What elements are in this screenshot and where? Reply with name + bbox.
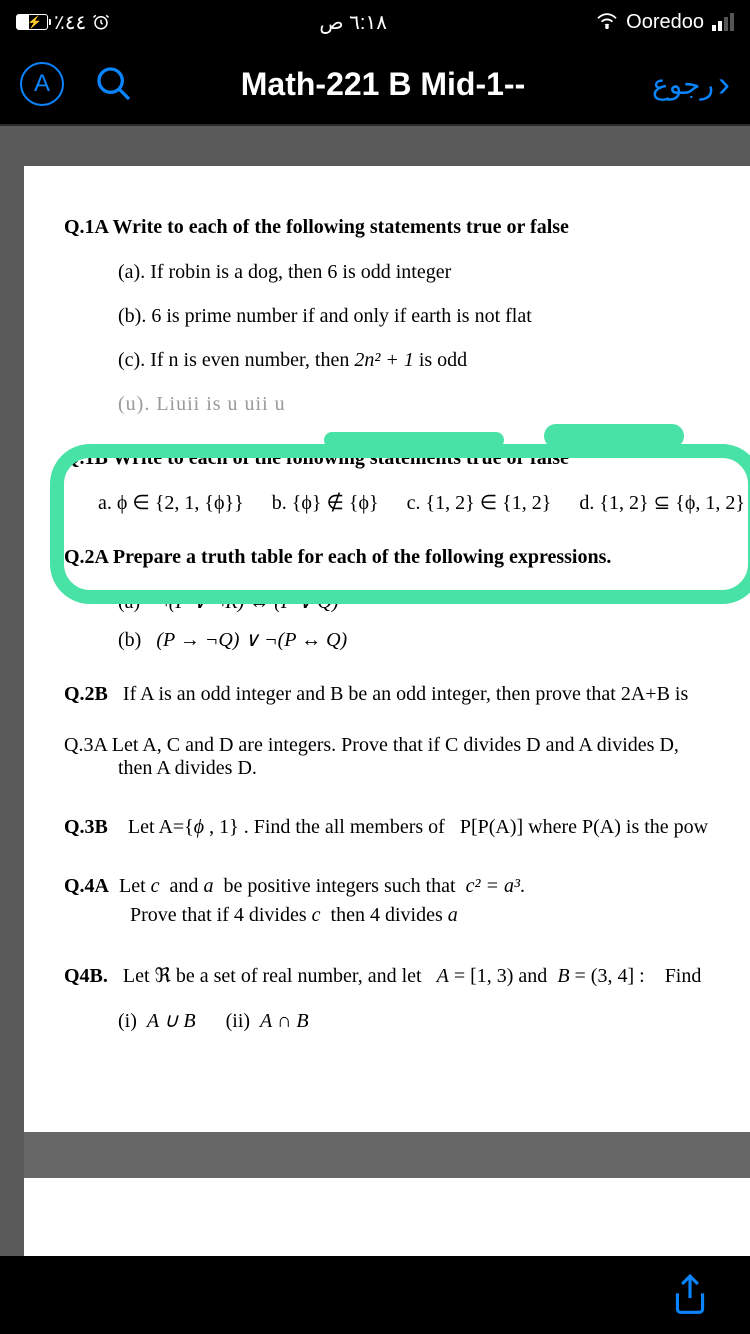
q1b-a: a. ϕ ∈ {2, 1, {ϕ}} <box>98 488 244 518</box>
q2a-b: (b) (P → ¬Q) ∨ ¬(P ↔ Q) <box>118 625 750 655</box>
q4a: Q.4A Let c and a be positive integers su… <box>64 875 750 927</box>
q4b: Q4B. Let ℜ be a set of real number, and … <box>64 963 750 1033</box>
q1b: Q.1B Write to each of the following stat… <box>64 447 750 518</box>
share-icon[interactable] <box>670 1273 710 1317</box>
battery-icon: ⚡ <box>16 14 48 30</box>
battery-percent: ٪٤٤ <box>54 10 86 35</box>
chevron-right-icon: › <box>718 63 730 105</box>
q1b-c: c. {1, 2} ∈ {1, 2} <box>407 488 552 518</box>
document-page: Q.1A Write to each of the following stat… <box>24 166 750 1256</box>
q4b-line2: (i) A ∪ B (ii) A ∩ B <box>118 1008 750 1033</box>
q1b-head: Q.1B Write to each of the following stat… <box>64 447 750 470</box>
q1a: Q.1A Write to each of the following stat… <box>64 216 750 419</box>
nav-bar: A Math-221 B Mid-1-- رجوع › <box>0 44 750 124</box>
q3b-text: Let A={ϕ , 1} . Find the all members of … <box>128 816 708 838</box>
app-icon[interactable]: A <box>20 62 64 106</box>
q1a-d-obscured: (u). Liuii is u uii u <box>118 389 750 419</box>
q2b: Q.2B If A is an odd integer and B be an … <box>64 683 750 706</box>
q1a-head: Q.1A Write to each of the following stat… <box>64 216 750 239</box>
highlight-smudge-2 <box>544 424 684 448</box>
q2b-text: If A is an odd integer and B be an odd i… <box>123 683 688 705</box>
carrier-label: Ooredoo <box>626 11 704 34</box>
bottom-toolbar <box>0 1256 750 1334</box>
app-icon-glyph: A <box>34 70 50 98</box>
q4a-line2: Prove that if 4 divides c then 4 divides… <box>130 904 750 927</box>
status-time: ٦:١٨ ص <box>319 10 387 35</box>
q3a-line2: then A divides D. <box>118 757 750 780</box>
wifi-icon <box>596 11 618 34</box>
status-right: Ooredoo <box>596 11 734 34</box>
highlight-smudge-1 <box>324 432 504 448</box>
back-button[interactable]: رجوع › <box>652 63 730 105</box>
back-label: رجوع <box>652 68 714 101</box>
q3a: Q.3A Let A, C and D are integers. Prove … <box>64 734 750 780</box>
status-bar: ⚡ ٪٤٤ ٦:١٨ ص Ooredoo <box>0 0 750 44</box>
q1b-b: b. {ϕ} ∉ {ϕ} <box>272 488 379 518</box>
q2a: Q.2A Prepare a truth table for each of t… <box>64 546 750 655</box>
q4b-line1: Q4B. Let ℜ be a set of real number, and … <box>64 963 750 988</box>
q1a-a: (a). If robin is a dog, then 6 is odd in… <box>118 257 750 287</box>
q1a-c: (c). If n is even number, then 2n² + 1 i… <box>118 345 750 375</box>
q3a-line1: Q.3A Let A, C and D are integers. Prove … <box>64 734 750 757</box>
q1b-row: a. ϕ ∈ {2, 1, {ϕ}} b. {ϕ} ∉ {ϕ} c. {1, 2… <box>98 488 750 518</box>
document-viewport[interactable]: Q.1A Write to each of the following stat… <box>0 126 750 1256</box>
q3b: Q.3B Let A={ϕ , 1} . Find the all member… <box>64 816 750 839</box>
q2a-head: Q.2A Prepare a truth table for each of t… <box>64 546 750 569</box>
q4a-line1: Q.4A Let c and a be positive integers su… <box>64 875 750 898</box>
q2a-a: (a) ¬(P ∨ ¬R) ↔ (P ∨ Q) <box>118 587 750 617</box>
signal-icon <box>712 13 734 31</box>
q1a-b: (b). 6 is prime number if and only if ea… <box>118 301 750 331</box>
alarm-icon <box>92 13 110 31</box>
page-fade <box>0 1132 750 1178</box>
search-icon[interactable] <box>94 64 134 104</box>
q1b-d: d. {1, 2} ⊆ {ϕ, 1, 2} <box>579 488 745 518</box>
page-title: Math-221 B Mid-1-- <box>144 66 622 103</box>
status-left: ⚡ ٪٤٤ <box>16 10 110 35</box>
